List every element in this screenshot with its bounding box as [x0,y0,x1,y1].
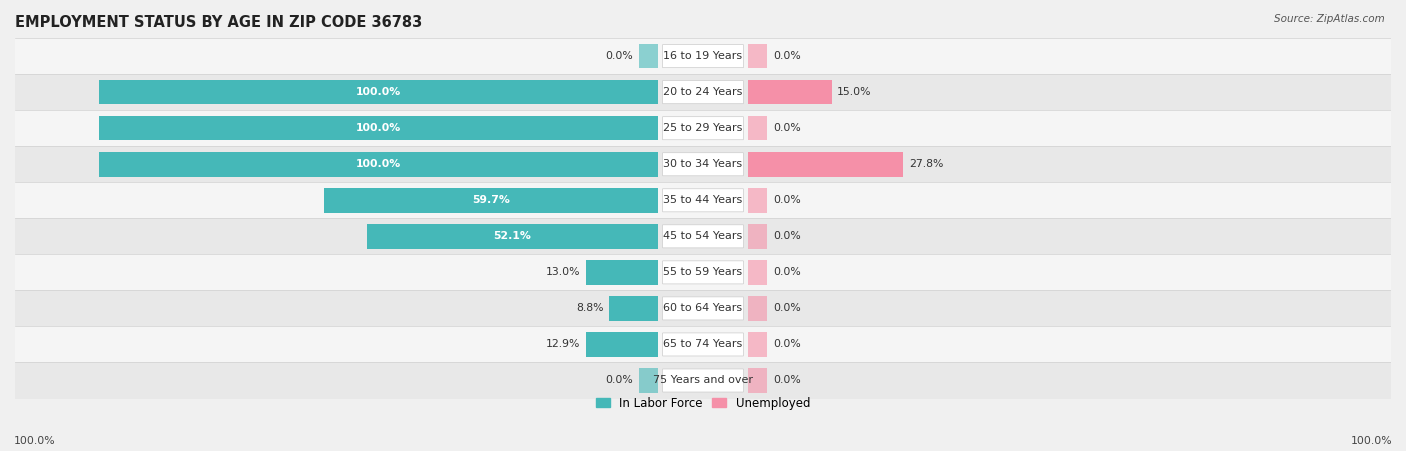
Text: 60 to 64 Years: 60 to 64 Years [664,304,742,313]
Bar [15,74,1391,110]
Bar [748,116,768,140]
Bar [609,296,658,321]
FancyBboxPatch shape [662,225,744,248]
Text: 25 to 29 Years: 25 to 29 Years [664,123,742,133]
FancyBboxPatch shape [662,81,744,104]
Bar [15,110,1391,146]
FancyBboxPatch shape [662,333,744,356]
Text: 75 Years and over: 75 Years and over [652,376,754,386]
Text: 8.8%: 8.8% [576,304,603,313]
Legend: In Labor Force, Unemployed: In Labor Force, Unemployed [591,392,815,414]
Text: 15.0%: 15.0% [837,87,872,97]
Bar [748,152,903,176]
FancyBboxPatch shape [662,117,744,140]
Bar [748,44,768,69]
Text: 0.0%: 0.0% [773,376,800,386]
Bar [15,363,1391,399]
FancyBboxPatch shape [662,297,744,320]
Text: 35 to 44 Years: 35 to 44 Years [664,195,742,205]
Text: 0.0%: 0.0% [606,51,633,61]
Text: 0.0%: 0.0% [773,231,800,241]
Bar [748,368,768,393]
FancyBboxPatch shape [662,369,744,392]
Text: 12.9%: 12.9% [546,340,581,350]
Bar [367,224,658,249]
Bar [325,188,658,212]
Bar [98,116,658,140]
Bar [748,224,768,249]
Text: 100.0%: 100.0% [356,159,401,169]
Bar [748,80,832,105]
FancyBboxPatch shape [662,153,744,176]
FancyBboxPatch shape [662,45,744,68]
Text: 30 to 34 Years: 30 to 34 Years [664,159,742,169]
Text: 0.0%: 0.0% [773,51,800,61]
Bar [98,152,658,176]
Bar [748,332,768,357]
Bar [585,260,658,285]
Bar [15,327,1391,363]
Text: 100.0%: 100.0% [14,437,56,446]
Text: 0.0%: 0.0% [773,340,800,350]
Bar [15,146,1391,182]
Text: 16 to 19 Years: 16 to 19 Years [664,51,742,61]
Bar [586,332,658,357]
Bar [748,260,768,285]
Text: 52.1%: 52.1% [494,231,531,241]
Bar [748,296,768,321]
Text: EMPLOYMENT STATUS BY AGE IN ZIP CODE 36783: EMPLOYMENT STATUS BY AGE IN ZIP CODE 367… [15,15,422,30]
Bar [638,368,658,393]
Text: 13.0%: 13.0% [546,267,579,277]
Text: 0.0%: 0.0% [773,195,800,205]
Text: 45 to 54 Years: 45 to 54 Years [664,231,742,241]
FancyBboxPatch shape [662,261,744,284]
Text: 55 to 59 Years: 55 to 59 Years [664,267,742,277]
Bar [15,254,1391,290]
Text: 100.0%: 100.0% [356,123,401,133]
Bar [15,38,1391,74]
Text: 27.8%: 27.8% [908,159,943,169]
Text: Source: ZipAtlas.com: Source: ZipAtlas.com [1274,14,1385,23]
Text: 0.0%: 0.0% [606,376,633,386]
Text: 100.0%: 100.0% [356,87,401,97]
Text: 0.0%: 0.0% [773,267,800,277]
Text: 0.0%: 0.0% [773,123,800,133]
Text: 0.0%: 0.0% [773,304,800,313]
Text: 65 to 74 Years: 65 to 74 Years [664,340,742,350]
Bar [98,80,658,105]
FancyBboxPatch shape [662,189,744,212]
Text: 59.7%: 59.7% [472,195,510,205]
Bar [638,44,658,69]
Bar [15,218,1391,254]
Bar [748,188,768,212]
Text: 100.0%: 100.0% [1350,437,1392,446]
Text: 20 to 24 Years: 20 to 24 Years [664,87,742,97]
Bar [15,182,1391,218]
Bar [15,290,1391,327]
